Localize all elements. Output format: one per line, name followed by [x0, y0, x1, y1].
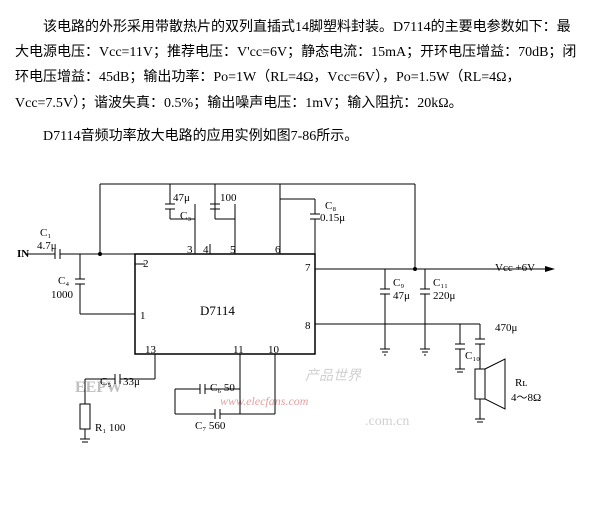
vcc-label: Vcc +6V	[495, 259, 535, 279]
spec-paragraph: 该电路的外形采用带散热片的双列直插式14脚塑料封装。D7114的主要电参数如下：…	[15, 15, 578, 116]
pin7: 7	[305, 259, 311, 279]
ic-label: D7114	[200, 299, 235, 322]
c10out-value: 470μ	[495, 319, 517, 339]
c5b-value: 33μ	[123, 373, 140, 393]
c3-label: C₃	[180, 207, 191, 227]
pin11: 11	[233, 341, 244, 361]
example-paragraph: D7114音频功率放大电路的应用实例如图7-86所示。	[15, 124, 578, 149]
c7-label: C₇ 560	[195, 417, 225, 437]
c4-value: 1000	[51, 286, 73, 306]
c11-value: 220μ	[433, 287, 455, 307]
c1-value: 4.7μ	[37, 237, 57, 257]
pin4: 4	[203, 241, 209, 261]
pin3: 3	[187, 241, 193, 261]
r1-label: R₁ 100	[95, 419, 125, 439]
c3-value: 47μ	[173, 189, 190, 209]
pin1: 1	[140, 307, 146, 327]
pin2: 2	[143, 255, 149, 275]
rl-value: 4～8Ω	[511, 389, 541, 409]
c9-value: 47μ	[393, 287, 410, 307]
pin5: 5	[230, 241, 236, 261]
c5-label: C₅	[100, 373, 111, 393]
c10-label: C₁₀	[465, 347, 480, 367]
input-label: IN	[17, 245, 29, 265]
schematic-svg	[15, 159, 575, 449]
pin10: 10	[268, 341, 279, 361]
pin13: 13	[145, 341, 156, 361]
c5top-value: 100	[220, 189, 237, 209]
pin8: 8	[305, 317, 311, 337]
c8-value: 0.15μ	[320, 209, 345, 229]
c6-label: C₆ 50	[210, 379, 235, 399]
circuit-diagram: EEPW 产品世界 www.elecfans.com .com.cn	[15, 159, 575, 449]
pin6: 6	[275, 241, 281, 261]
